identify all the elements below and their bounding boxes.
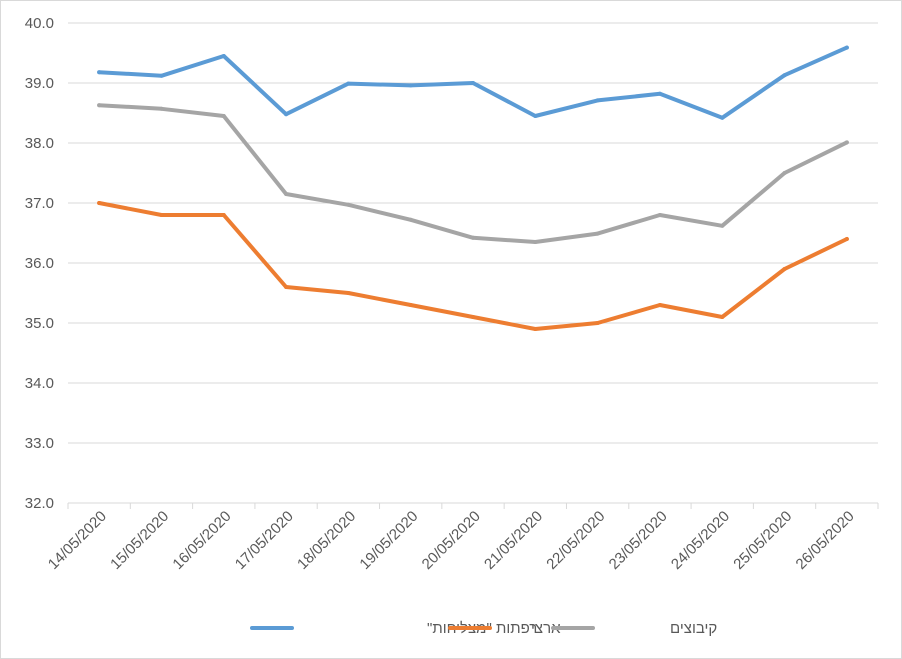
y-tick-label: 36.0 <box>25 255 54 272</box>
y-tick-label: 37.0 <box>25 195 54 212</box>
y-axis-tick-labels: 32.0 33.0 34.0 35.0 36.0 37.0 38.0 39.0 40.0 <box>25 15 54 512</box>
data-point <box>221 54 226 58</box>
data-point <box>844 45 849 50</box>
series-line <box>97 201 849 331</box>
data-point <box>284 112 289 117</box>
data-point <box>782 171 787 175</box>
x-axis: 14/05/202015/05/202016/05/202017/05/2020… <box>45 502 879 573</box>
y-tick-label: 35.0 <box>25 315 54 332</box>
data-point <box>346 291 351 295</box>
data-point <box>408 217 413 222</box>
y-tick-label: 38.0 <box>25 135 54 152</box>
x-tick-label: 16/05/2020 <box>169 508 234 573</box>
data-point <box>595 321 600 325</box>
legend-label: ארצי <box>531 620 561 637</box>
data-point <box>159 106 164 111</box>
x-tick-label: 21/05/2020 <box>481 508 546 573</box>
x-tick-label: 14/05/2020 <box>45 508 110 573</box>
y-tick-label: 40.0 <box>25 15 54 32</box>
data-point <box>533 327 538 331</box>
data-point <box>657 213 662 217</box>
data-point <box>97 70 102 75</box>
data-point <box>720 115 725 120</box>
data-point <box>844 140 849 145</box>
data-point <box>284 285 289 289</box>
data-point <box>159 73 164 78</box>
x-tick-label: 19/05/2020 <box>356 508 421 573</box>
data-point <box>221 213 226 217</box>
series-line <box>97 103 849 244</box>
data-point <box>720 315 725 319</box>
data-point <box>159 213 164 217</box>
legend-label: קיבוצים <box>670 620 717 637</box>
series-lines <box>97 45 849 331</box>
data-point <box>595 98 600 103</box>
data-point <box>97 201 102 205</box>
data-point <box>657 303 662 307</box>
data-point <box>844 237 849 241</box>
y-tick-label: 32.0 <box>25 495 54 512</box>
y-tick-label: 33.0 <box>25 435 54 452</box>
data-point <box>471 315 475 319</box>
x-tick-label: 20/05/2020 <box>419 508 484 573</box>
data-point <box>471 235 475 240</box>
data-point <box>408 303 413 307</box>
data-point <box>471 81 475 85</box>
data-point <box>782 73 787 78</box>
x-tick-label: 22/05/2020 <box>543 508 608 573</box>
data-point <box>595 231 600 236</box>
data-point <box>533 240 538 244</box>
data-point <box>782 267 787 271</box>
y-tick-label: 34.0 <box>25 375 54 392</box>
x-tick-label: 25/05/2020 <box>730 508 795 573</box>
data-point <box>720 223 725 228</box>
data-point <box>221 114 226 118</box>
x-tick-label: 15/05/2020 <box>107 508 172 573</box>
data-point <box>408 83 413 88</box>
data-point <box>97 103 102 108</box>
data-point <box>657 91 662 96</box>
x-tick-label: 18/05/2020 <box>294 508 359 573</box>
x-tick-label: 24/05/2020 <box>668 508 733 573</box>
x-tick-label: 17/05/2020 <box>232 508 297 573</box>
y-tick-label: 39.0 <box>25 75 54 92</box>
x-tick-label: 23/05/2020 <box>606 508 671 573</box>
data-point <box>346 202 351 207</box>
data-point <box>346 81 351 86</box>
data-point <box>533 114 538 118</box>
x-tick-label: 26/05/2020 <box>793 508 858 573</box>
data-point <box>284 192 289 196</box>
